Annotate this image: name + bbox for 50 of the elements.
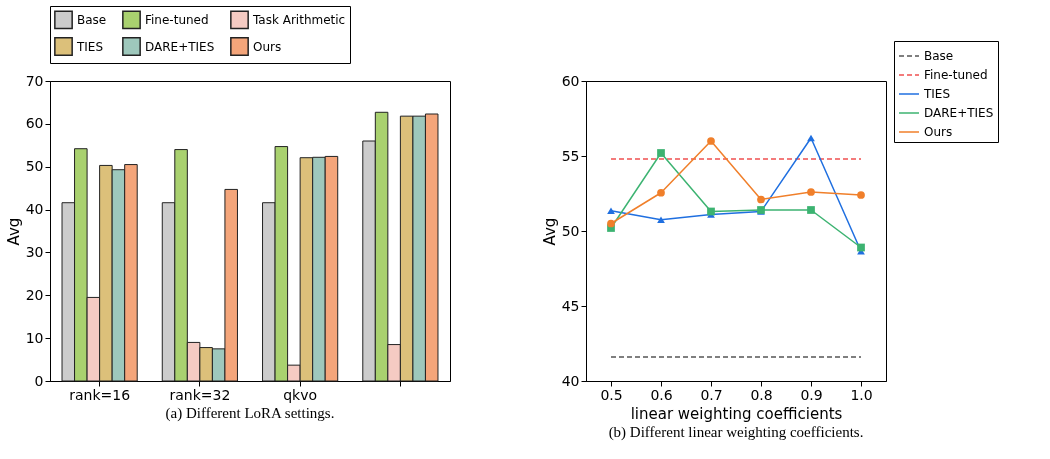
y-tick-label: 70 bbox=[25, 72, 44, 89]
point bbox=[857, 243, 865, 252]
point bbox=[657, 188, 665, 197]
legend-label: Fine-tuned bbox=[145, 12, 209, 27]
x-tick-label: 0.6 bbox=[650, 386, 673, 403]
y-tick-label: 60 bbox=[25, 115, 44, 132]
legend-label: Ours bbox=[924, 125, 953, 139]
y-tick-label: 20 bbox=[25, 286, 44, 303]
legend-label: Fine-tuned bbox=[924, 68, 988, 82]
x-tick-label: qkvo bbox=[283, 386, 318, 403]
legend-label: Base bbox=[924, 49, 954, 63]
legend-label: TIES bbox=[76, 39, 104, 54]
x-tick-label: 0.5 bbox=[600, 386, 623, 403]
y-tick-label: 45 bbox=[561, 297, 580, 314]
legend-label: Base bbox=[77, 12, 107, 27]
point bbox=[707, 137, 715, 145]
y-tick-label: 50 bbox=[25, 158, 44, 175]
x-tick-label: 0.9 bbox=[800, 386, 823, 403]
x-tick-label: rank=32 bbox=[169, 386, 231, 403]
legend-label: DARE+TIES bbox=[145, 39, 215, 54]
y-tick-label: 0 bbox=[34, 372, 44, 389]
point bbox=[807, 206, 815, 214]
y-tick-label: 10 bbox=[25, 329, 44, 346]
x-axis-title: linear weighting coefficients bbox=[630, 404, 843, 423]
text: (a) Different LoRA settings. bbox=[165, 405, 335, 422]
x-tick-label: 0.7 bbox=[700, 386, 723, 403]
y-tick-label: 40 bbox=[561, 372, 580, 389]
point bbox=[657, 216, 665, 224]
point bbox=[757, 195, 765, 204]
legend-label: DARE+TIES bbox=[924, 106, 994, 120]
y-axis-title: Avg bbox=[540, 217, 559, 246]
y-axis-title: Avg bbox=[4, 217, 23, 246]
y-tick-label: 30 bbox=[25, 243, 44, 260]
point bbox=[657, 149, 665, 157]
y-tick-label: 60 bbox=[561, 72, 580, 89]
legend-label: TIES bbox=[923, 87, 951, 101]
point bbox=[707, 207, 715, 216]
point bbox=[807, 188, 815, 196]
point bbox=[857, 191, 865, 199]
x-tick-label: 1.0 bbox=[850, 386, 873, 403]
legend-label: Task Arithmetic bbox=[252, 12, 346, 27]
y-tick-label: 50 bbox=[561, 222, 580, 239]
point bbox=[607, 207, 615, 215]
y-tick-label: 55 bbox=[561, 147, 580, 164]
y-tick-label: 40 bbox=[25, 201, 44, 218]
legend-label: Ours bbox=[253, 39, 282, 54]
text: (b) Different linear weighting coefficients. bbox=[608, 424, 864, 441]
x-tick-label: 0.8 bbox=[750, 386, 773, 403]
x-tick-label: rank=16 bbox=[69, 386, 131, 403]
point bbox=[607, 219, 615, 228]
